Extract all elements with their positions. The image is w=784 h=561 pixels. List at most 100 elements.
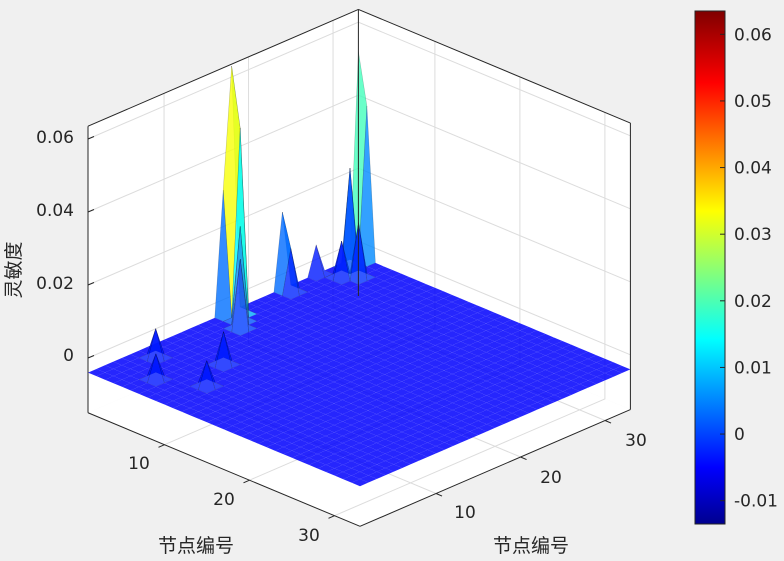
- surface-face: [392, 316, 410, 324]
- surface-face: [359, 367, 377, 375]
- surface-face: [257, 411, 275, 419]
- surface-face: [367, 270, 384, 278]
- surface-face: [452, 356, 470, 364]
- surface-face: [350, 399, 368, 407]
- surface-face: [562, 366, 580, 374]
- surface-face: [359, 360, 377, 368]
- surface-face: [384, 284, 401, 292]
- surface-face: [393, 417, 411, 425]
- surface-face: [215, 400, 233, 408]
- surface-face: [248, 328, 266, 336]
- surface-face: [469, 355, 487, 364]
- surface-face: [130, 357, 148, 366]
- surface-face: [334, 421, 352, 429]
- surface-face: [528, 402, 546, 410]
- surface-face: [308, 396, 326, 404]
- surface-face: [299, 306, 317, 314]
- surface-face: [452, 334, 470, 342]
- surface-face: [232, 407, 250, 415]
- surface-face: [283, 378, 300, 386]
- surface-face: [317, 436, 335, 444]
- surface-face: [266, 400, 284, 408]
- surface-face: [172, 339, 190, 347]
- surface-face: [494, 330, 512, 338]
- surface-face: [400, 277, 418, 285]
- colorbar-tick-label: 0.02: [734, 292, 772, 312]
- surface-face: [528, 359, 546, 367]
- surface-face: [418, 313, 436, 321]
- surface-face: [316, 313, 334, 321]
- surface-face: [206, 404, 224, 412]
- surface-face: [266, 414, 284, 422]
- surface-face: [172, 390, 190, 398]
- surface-face: [257, 375, 275, 383]
- surface-face: [443, 302, 461, 310]
- surface-face: [385, 435, 403, 443]
- surface-face: [418, 356, 436, 364]
- surface-face: [367, 349, 385, 357]
- surface-face: [367, 277, 384, 285]
- surface-face: [477, 366, 495, 374]
- surface-face: [435, 305, 452, 313]
- z-tick-label: 0.04: [36, 201, 74, 221]
- surface-face: [317, 400, 334, 408]
- surface-face: [189, 397, 207, 405]
- surface-face: [503, 391, 521, 399]
- surface-face: [401, 399, 419, 407]
- surface-face: [486, 355, 504, 363]
- surface-face: [477, 337, 495, 346]
- surface-face: [257, 317, 275, 325]
- surface-face: [172, 397, 190, 405]
- surface-face: [334, 435, 352, 444]
- surface-face: [265, 349, 283, 358]
- surface-face: [325, 331, 342, 339]
- axes-edge: [87, 412, 361, 527]
- surface-face: [478, 409, 496, 418]
- surface-face: [604, 362, 622, 370]
- surface-face: [350, 392, 368, 400]
- surface-face: [443, 352, 461, 360]
- surface-face: [384, 363, 402, 371]
- surface-face: [452, 363, 470, 371]
- surface-face: [130, 350, 148, 358]
- surface-face: [452, 406, 470, 414]
- surface-face: [283, 429, 301, 437]
- surface-face: [291, 346, 309, 354]
- surface-face: [485, 312, 503, 320]
- surface-face: [410, 424, 428, 432]
- surface-face: [274, 331, 292, 340]
- surface-face: [461, 388, 478, 396]
- surface-face: [308, 324, 325, 332]
- surface-face: [325, 324, 342, 332]
- surface-face: [368, 435, 386, 443]
- surface-face: [342, 468, 360, 476]
- surface-face: [307, 295, 325, 303]
- surface-face: [232, 371, 250, 379]
- surface-face: [324, 309, 342, 318]
- surface-face: [248, 357, 266, 365]
- surface-face: [232, 400, 250, 408]
- surface-face: [316, 292, 334, 300]
- surface-face: [113, 358, 131, 366]
- surface-face: [282, 335, 300, 343]
- x-tick-label: 30: [298, 526, 320, 546]
- surface-face: [409, 302, 427, 310]
- surface-face: [367, 284, 385, 292]
- surface-face: [461, 431, 479, 439]
- surface-face: [240, 418, 258, 426]
- surface-face: [240, 425, 258, 433]
- surface-face: [384, 349, 402, 357]
- surface-face: [426, 338, 444, 346]
- surface-face: [418, 421, 436, 429]
- surface-face: [351, 450, 369, 458]
- surface-face: [334, 450, 352, 458]
- surface-face: [494, 373, 512, 381]
- surface-face: [274, 339, 292, 347]
- surface-face: [258, 439, 275, 448]
- surface-face: [350, 349, 368, 357]
- surface-face: [215, 393, 233, 401]
- surface-face: [299, 277, 317, 285]
- surface-face: [342, 461, 360, 469]
- surface-face: [418, 413, 436, 421]
- surface-face: [452, 392, 470, 400]
